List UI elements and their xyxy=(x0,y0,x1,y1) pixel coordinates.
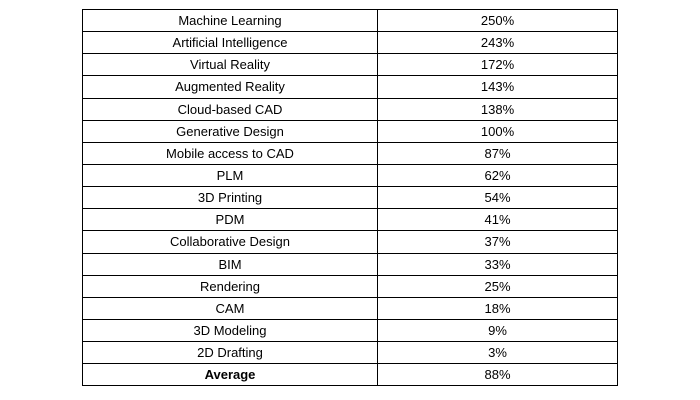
table-row: Generative Design 100% xyxy=(82,119,618,143)
technology-name-cell: Artificial Intelligence xyxy=(82,31,378,55)
average-row: Average 88% xyxy=(82,363,618,387)
table-row: Augmented Reality 143% xyxy=(82,75,618,99)
table-row: PLM 62% xyxy=(82,163,618,188)
percentage-cell: 33% xyxy=(377,252,618,276)
technology-name-cell: PDM xyxy=(82,208,378,232)
table-row: Artificial Intelligence 243% xyxy=(82,31,618,55)
table-row: Cloud-based CAD 138% xyxy=(82,97,618,121)
average-label-cell: Average xyxy=(82,363,378,387)
percentage-cell: 37% xyxy=(377,230,618,254)
technology-name-cell: Virtual Reality xyxy=(82,53,378,77)
table-row: 3D Printing 54% xyxy=(82,186,618,210)
percentage-cell: 54% xyxy=(377,186,618,210)
table-row: 2D Drafting 3% xyxy=(82,341,618,365)
percentage-cell: 172% xyxy=(377,53,618,77)
technology-name-cell: 3D Printing xyxy=(82,186,378,210)
table-body: Machine Learning 250% Artificial Intellig… xyxy=(82,8,618,387)
table-row: 3D Modeling 9% xyxy=(82,318,618,343)
percentage-cell: 41% xyxy=(377,208,618,232)
technology-name-cell: Machine Learning xyxy=(82,8,378,33)
table-row: Machine Learning 250% xyxy=(82,8,618,33)
percentage-cell: 143% xyxy=(377,75,618,99)
technology-name-cell: 2D Drafting xyxy=(82,341,378,365)
percentage-cell: 25% xyxy=(377,274,618,298)
percentage-cell: 243% xyxy=(377,31,618,55)
table-row: Mobile access to CAD 87% xyxy=(82,141,618,165)
table-row: PDM 41% xyxy=(82,208,618,232)
technology-name-cell: 3D Modeling xyxy=(82,318,378,343)
table-row: Collaborative Design 37% xyxy=(82,230,618,254)
percentage-cell: 62% xyxy=(377,163,618,188)
percentage-cell: 138% xyxy=(377,97,618,121)
percentage-cell: 100% xyxy=(377,119,618,143)
technology-name-cell: Cloud-based CAD xyxy=(82,97,378,121)
table-row: CAM 18% xyxy=(82,296,618,320)
technology-name-cell: Generative Design xyxy=(82,119,378,143)
technology-name-cell: Rendering xyxy=(82,274,378,298)
technology-growth-table: Machine Learning 250% Artificial Intellig… xyxy=(82,8,618,387)
table-row: Rendering 25% xyxy=(82,274,618,298)
percentage-cell: 9% xyxy=(377,318,618,343)
technology-name-cell: Mobile access to CAD xyxy=(82,141,378,165)
percentage-cell: 87% xyxy=(377,141,618,165)
technology-name-cell: BIM xyxy=(82,252,378,276)
percentage-cell: 250% xyxy=(377,8,618,33)
table-row: Virtual Reality 172% xyxy=(82,53,618,77)
percentage-cell: 18% xyxy=(377,296,618,320)
technology-name-cell: PLM xyxy=(82,163,378,188)
technology-name-cell: CAM xyxy=(82,296,378,320)
technology-name-cell: Collaborative Design xyxy=(82,230,378,254)
table-row: BIM 33% xyxy=(82,252,618,276)
technology-name-cell: Augmented Reality xyxy=(82,75,378,99)
data-table-container: Machine Learning 250% Artificial Intellig… xyxy=(82,8,618,387)
percentage-cell: 3% xyxy=(377,341,618,365)
average-value-cell: 88% xyxy=(377,363,618,387)
